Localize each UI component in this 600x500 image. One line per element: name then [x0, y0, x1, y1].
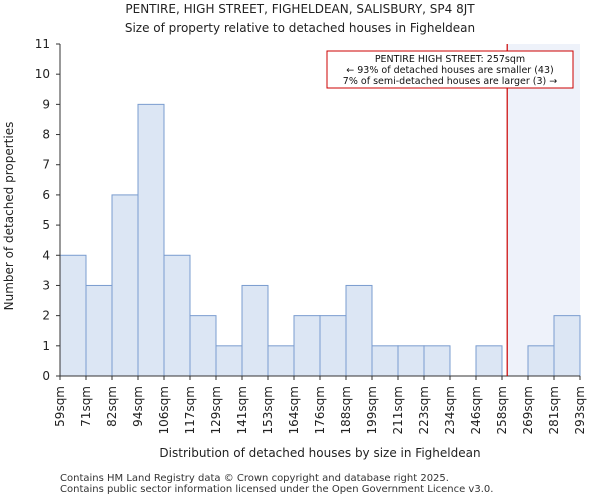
x-tick-label: 223sqm [417, 386, 431, 434]
y-tick-label: 6 [42, 188, 50, 202]
annotation-line1: PENTIRE HIGH STREET: 257sqm [375, 54, 525, 65]
bar-94sqm [137, 103, 165, 377]
bar-141sqm [241, 284, 269, 377]
x-tick-label: 188sqm [339, 386, 353, 434]
y-tick-label: 1 [42, 339, 50, 353]
y-tick-label: 10 [35, 67, 50, 81]
bar-106sqm [163, 254, 191, 377]
x-tick-label: 281sqm [547, 386, 561, 434]
bar-129sqm [215, 345, 243, 377]
chart-title-address: PENTIRE, HIGH STREET, FIGHELDEAN, SALISB… [125, 2, 475, 16]
chart-title-subtitle: Size of property relative to detached ho… [124, 21, 476, 35]
y-axis-label: Number of detached properties [2, 122, 16, 311]
bar-188sqm [345, 284, 373, 377]
footer-copyright: Contains HM Land Registry data © Crown c… [60, 473, 449, 484]
bar-164sqm [293, 315, 321, 377]
y-tick-label: 7 [42, 158, 50, 172]
bar-82sqm [111, 194, 139, 377]
x-tick-label: 234sqm [443, 386, 457, 434]
y-tick-label: 11 [35, 37, 50, 51]
bar-117sqm [189, 315, 217, 377]
x-tick-label: 211sqm [391, 386, 405, 434]
x-tick-label: 106sqm [157, 386, 171, 434]
x-tick-label: 129sqm [209, 386, 223, 434]
annotation-line2: ← 93% of detached houses are smaller (43… [346, 65, 553, 76]
x-tick-label: 258sqm [495, 386, 509, 434]
bar-223sqm [423, 345, 451, 377]
x-tick-label: 164sqm [287, 386, 301, 434]
y-tick-label: 8 [42, 128, 50, 142]
bar-153sqm [267, 345, 295, 377]
y-tick-label: 2 [42, 309, 50, 323]
x-tick-label: 82sqm [105, 386, 119, 427]
bar-176sqm [319, 315, 347, 377]
x-tick-label: 176sqm [313, 386, 327, 434]
x-tick-label: 246sqm [469, 386, 483, 434]
bar-59sqm [59, 254, 87, 377]
footer-licence: Contains public sector information licen… [60, 484, 494, 495]
bar-71sqm [85, 284, 113, 377]
annotation-box: PENTIRE HIGH STREET: 257sqm ← 93% of det… [326, 50, 574, 89]
y-tick-label: 4 [42, 248, 50, 262]
x-tick-label: 117sqm [183, 386, 197, 434]
bar-199sqm [371, 345, 399, 377]
x-axis-label: Distribution of detached houses by size … [159, 446, 480, 460]
x-tick-label: 141sqm [235, 386, 249, 434]
x-tick-label: 71sqm [79, 386, 93, 427]
bar-246sqm [475, 345, 503, 377]
y-tick-label: 0 [42, 369, 50, 383]
x-tick-label: 153sqm [261, 386, 275, 434]
y-tick-label: 3 [42, 278, 50, 292]
x-tick-label: 94sqm [131, 386, 145, 427]
bar-211sqm [397, 345, 425, 377]
annotation-line3: 7% of semi-detached houses are larger (3… [343, 76, 557, 87]
x-tick-label: 293sqm [573, 386, 587, 434]
bar-281sqm [553, 315, 581, 377]
x-tick-label: 59sqm [53, 386, 67, 427]
bar-269sqm [527, 345, 555, 377]
x-tick-label: 269sqm [521, 386, 535, 434]
x-tick-label: 199sqm [365, 386, 379, 434]
y-tick-label: 5 [42, 218, 50, 232]
y-tick-label: 9 [42, 97, 50, 111]
